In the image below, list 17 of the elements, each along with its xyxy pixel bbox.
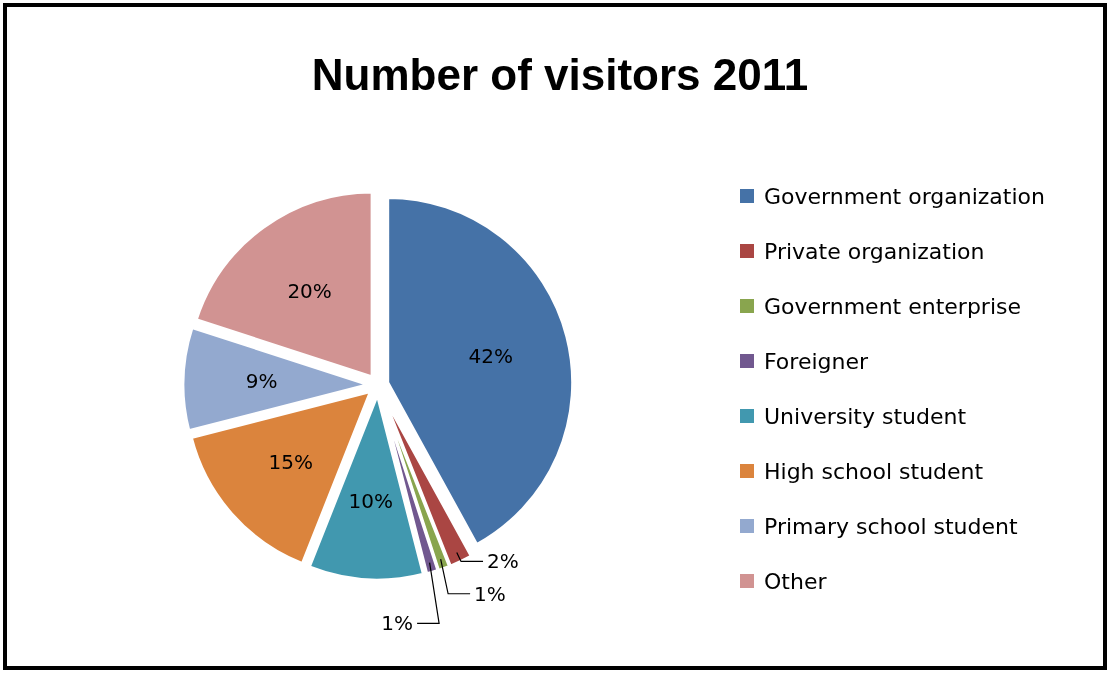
data-label: 10% [348,489,393,514]
legend-label: Foreigner [764,349,869,374]
data-label: 20% [287,278,332,303]
data-label: 1% [474,581,506,606]
legend-label: Government enterprise [764,294,1021,319]
data-label: 15% [268,449,313,474]
legend-label: Other [764,569,828,594]
legend-label: University student [764,404,967,429]
legend-label: Government organization [764,184,1045,209]
legend-label: Primary school student [764,514,1019,539]
legend-label: High school student [764,459,984,484]
data-label: 9% [245,369,278,394]
legend-label: Private organization [764,239,985,264]
data-label: 42% [468,344,513,369]
chart-title: Number of visitors 2011 [311,50,809,99]
data-label: 1% [381,611,414,636]
data-label: 2% [487,549,519,574]
